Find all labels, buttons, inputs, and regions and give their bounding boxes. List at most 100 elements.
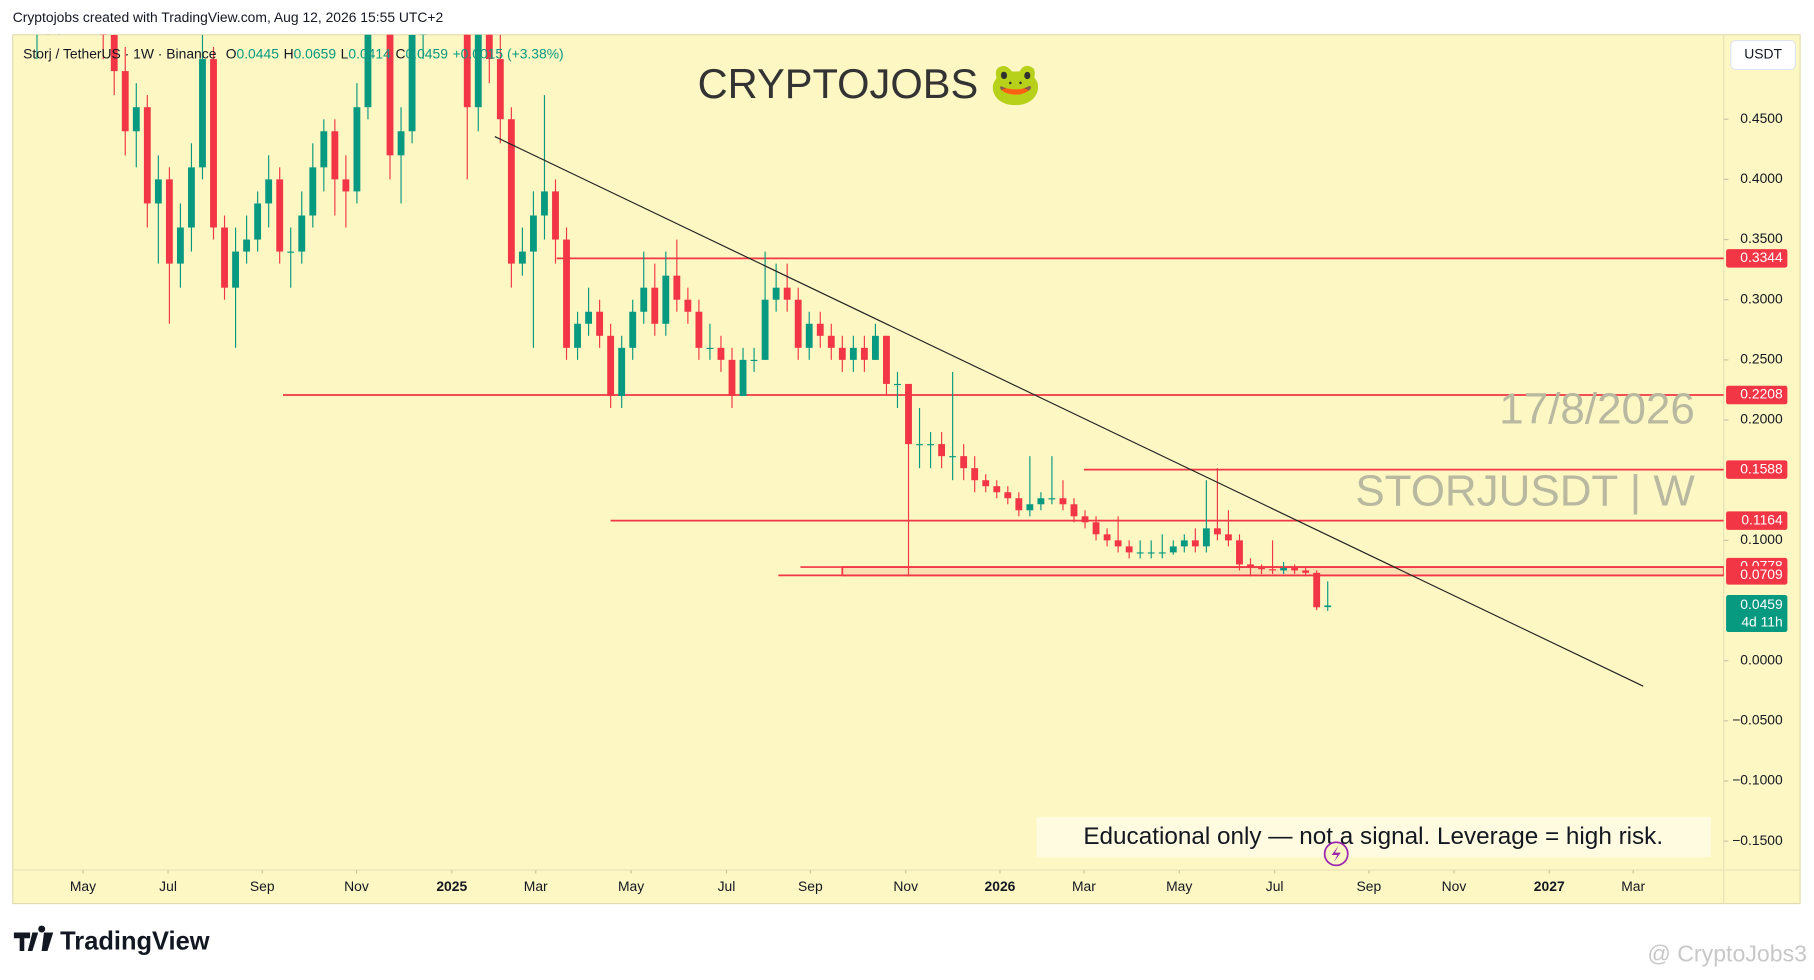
candle-body: [386, 34, 394, 156]
ohlc-label: C: [395, 45, 405, 61]
axes: 0.4500 0.4000 0.3500 0.3000 0.2500 0.2000 0.10…: [70, 110, 1788, 894]
symbol-annotation: STORJUSDT | W: [1355, 467, 1695, 516]
candle-body: [1004, 492, 1012, 499]
candle-body: [176, 227, 184, 264]
candle-body: [993, 486, 1001, 493]
candle-body: [971, 468, 979, 481]
candle-body: [221, 227, 228, 288]
candle-body: [342, 179, 350, 192]
candle-body: [309, 167, 317, 216]
level-price-label: 0.3344: [1740, 249, 1783, 265]
candle-body: [849, 347, 857, 360]
ohlc-value: 0.0414: [348, 45, 391, 61]
candle-body: [1015, 498, 1023, 511]
ohlc-label: H: [284, 45, 294, 61]
candle-body: [585, 311, 593, 324]
candle-body: [1269, 569, 1276, 571]
candle-body: [607, 335, 615, 396]
candle-body: [397, 131, 405, 156]
candle-body: [331, 131, 339, 180]
candle-body: [254, 203, 262, 240]
plot: [36, 34, 1724, 687]
candle-body: [871, 335, 879, 360]
y-tick-label: 0.4500: [1740, 110, 1783, 126]
y-tick-label: 0.3000: [1740, 290, 1783, 306]
candle-body: [640, 287, 648, 312]
x-tick-label: Jul: [718, 878, 736, 894]
candle-body: [618, 347, 626, 396]
x-tick-label: Sep: [250, 878, 275, 894]
y-tick-label: 0.0000: [1740, 651, 1783, 667]
x-tick-label: Jul: [1266, 878, 1284, 894]
symbol: Storj / TetherUS · 1W · Binance: [23, 45, 217, 61]
candle-body: [761, 299, 769, 360]
currency-button[interactable]: [1730, 39, 1797, 71]
y-tick-label: 0.4000: [1740, 170, 1783, 186]
y-tick-label: 0.1000: [1740, 531, 1783, 547]
candle-body: [916, 444, 923, 446]
candle-body: [860, 347, 868, 360]
candle-body: [927, 444, 934, 446]
y-tick-label: −0.0500: [1732, 712, 1783, 728]
candle-body: [1225, 534, 1232, 541]
ohlc-label: O: [226, 45, 237, 61]
candle-body: [320, 131, 328, 168]
candle-body: [154, 179, 162, 204]
x-tick-label: May: [618, 878, 644, 894]
candle-body: [662, 275, 670, 324]
candle-body: [298, 215, 306, 252]
candle-body: [210, 59, 217, 228]
candle-body: [353, 107, 361, 192]
candle-body: [794, 299, 802, 348]
x-tick-label: Mar: [1072, 878, 1096, 894]
note-box: [1036, 816, 1712, 858]
candle-body: [1048, 498, 1056, 500]
candle-body: [496, 59, 504, 120]
candle-body: [1026, 504, 1034, 511]
credit: Cryptojobs created with TradingView.com,…: [13, 9, 444, 25]
level-price-label: 0.1588: [1740, 460, 1783, 476]
candle-body: [1169, 546, 1177, 553]
candle-body: [651, 287, 659, 324]
last-price-label: 0.0459: [1740, 596, 1783, 612]
candle-body: [1147, 552, 1155, 554]
candle-body: [1324, 605, 1332, 608]
candle-body: [143, 107, 151, 204]
x-tick-label: Sep: [1357, 878, 1382, 894]
candle-body: [772, 287, 780, 300]
candle-body: [1059, 498, 1067, 505]
candle-body: [1103, 534, 1111, 541]
note: Educational only — not a signal. Leverag…: [1083, 823, 1663, 850]
candle-body: [695, 311, 703, 348]
candle-body: [563, 239, 570, 348]
y-tick-label: 0.2000: [1740, 411, 1783, 427]
candle-body: [364, 34, 372, 108]
candle-body: [883, 335, 890, 384]
x-tick-label: Nov: [893, 878, 918, 894]
level-price-box: [1726, 566, 1788, 585]
candle-body: [1291, 568, 1299, 571]
candle-body: [750, 359, 758, 362]
candle-body: [199, 59, 206, 168]
candle-body: [949, 456, 957, 458]
candle-body: [474, 34, 482, 108]
candle-body: [1158, 552, 1166, 554]
candle-body: [507, 119, 515, 264]
ohlc-value: 0.0445: [236, 45, 279, 61]
legend-header: Storj / TetherUS · 1W · Binance O0.0445 H 0…: [23, 45, 564, 61]
candle-body: [1302, 570, 1310, 573]
candle-body: [276, 179, 284, 252]
candle-body: [1070, 504, 1078, 517]
ohlc-label: L: [341, 45, 349, 61]
x-tick-label: May: [70, 878, 96, 894]
candle-body: [1247, 564, 1254, 569]
candle-body: [1136, 552, 1144, 554]
x-tick-label: Sep: [798, 878, 823, 894]
y-tick-label: −0.1000: [1732, 772, 1783, 788]
candle-body: [905, 383, 912, 445]
candle-body: [1092, 522, 1100, 535]
candle-body: [518, 251, 526, 264]
currency[interactable]: USDT: [1744, 46, 1782, 62]
level-price-label: 0.1164: [1741, 511, 1783, 527]
